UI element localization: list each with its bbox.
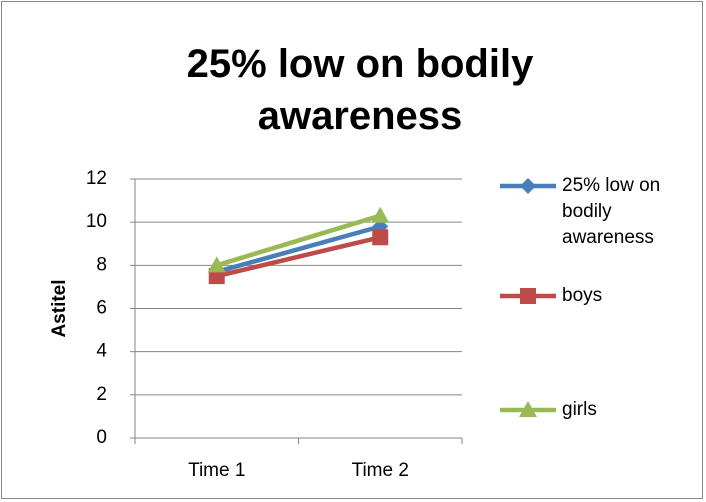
- legend-label: boys: [562, 285, 603, 306]
- x-tick-label: Time 1: [188, 460, 245, 481]
- y-tick-label: 0: [96, 427, 107, 448]
- marker: [371, 206, 390, 223]
- legend-label: girls: [562, 399, 597, 420]
- legend-label: 25% low on bodily awareness: [562, 175, 661, 248]
- y-tick-label: 12: [86, 168, 107, 189]
- marker: [519, 401, 537, 417]
- marker: [520, 178, 536, 194]
- y-tick-label: 6: [96, 298, 107, 319]
- series-line: [216, 213, 381, 268]
- y-tick-label: 8: [96, 254, 107, 275]
- x-tick-label: Time 2: [352, 460, 409, 481]
- y-tick-label: 10: [86, 211, 107, 232]
- series-line: [216, 235, 381, 279]
- marker: [372, 229, 389, 246]
- y-axis-label: Astitel: [49, 279, 70, 337]
- marker: [207, 256, 226, 273]
- series-line: [216, 224, 381, 274]
- y-tick-label: 4: [96, 341, 107, 362]
- chart-title: 25% low on bodily awareness: [186, 42, 534, 138]
- marker: [520, 288, 536, 304]
- y-tick-label: 2: [96, 384, 107, 405]
